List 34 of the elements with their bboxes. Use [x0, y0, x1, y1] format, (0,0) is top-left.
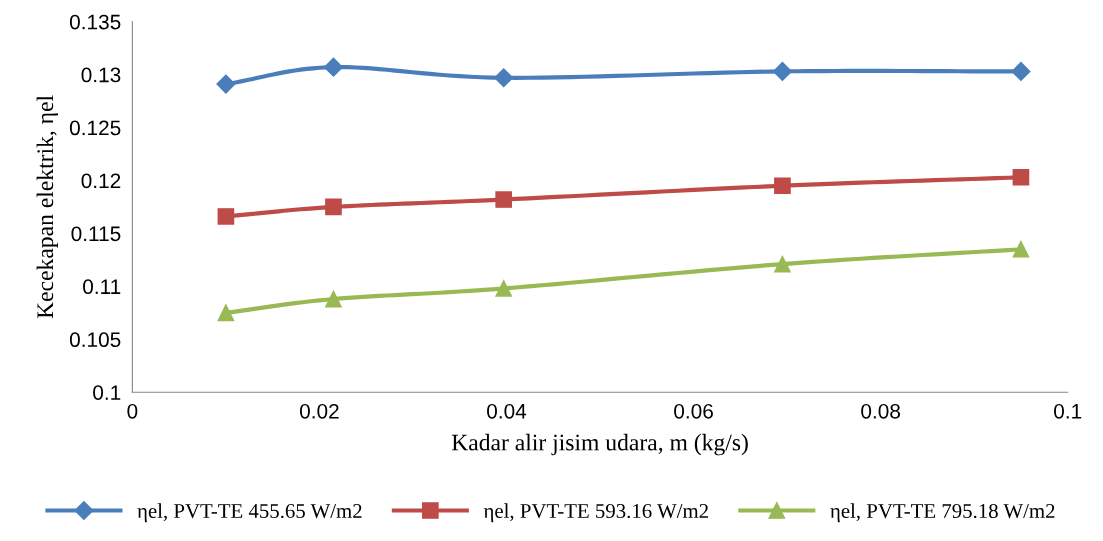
- point: [495, 191, 513, 208]
- legend-label: ηel, PVT-TE 593.16 W/m2: [483, 503, 708, 523]
- y-tick-label: 0.1: [93, 385, 121, 400]
- y-tick-label: 0.105: [69, 332, 121, 348]
- y-tick-label: 0.125: [69, 120, 121, 136]
- point: [323, 57, 343, 77]
- x-tick-label: 0: [127, 403, 138, 419]
- point: [325, 290, 342, 308]
- y-tick-label: 0.12: [81, 173, 121, 189]
- y-tick-label: 0.135: [69, 14, 121, 30]
- y-tick-label: 0.115: [71, 226, 121, 242]
- x-tick-label: 0.06: [674, 403, 713, 419]
- point: [494, 68, 514, 88]
- legend-label: ηel, PVT-TE 795.18 W/m2: [830, 503, 1055, 523]
- point: [772, 61, 792, 81]
- point: [774, 255, 791, 273]
- point: [325, 198, 342, 216]
- point: [1012, 240, 1030, 258]
- x-tick-label: 0.08: [861, 403, 900, 419]
- legend-label: ηel, PVT-TE 455.65 W/m2: [137, 503, 362, 523]
- y-axis-title: Kecekapan elektrik, ηel: [36, 95, 59, 319]
- x-axis-title: Kadar alir jisim udara, m (kg/s): [451, 433, 748, 456]
- point: [1011, 61, 1031, 81]
- x-tick-label: 0.04: [487, 403, 527, 419]
- point: [217, 208, 235, 225]
- x-tick-label: 0.1: [1054, 403, 1082, 419]
- point: [216, 74, 236, 94]
- point: [774, 177, 791, 195]
- point: [495, 280, 513, 297]
- y-tick-label: 0.11: [83, 279, 121, 295]
- point: [217, 304, 235, 322]
- point: [1012, 168, 1030, 186]
- x-tick-label: 0.02: [299, 403, 339, 419]
- y-tick-label: 0.13: [81, 67, 121, 83]
